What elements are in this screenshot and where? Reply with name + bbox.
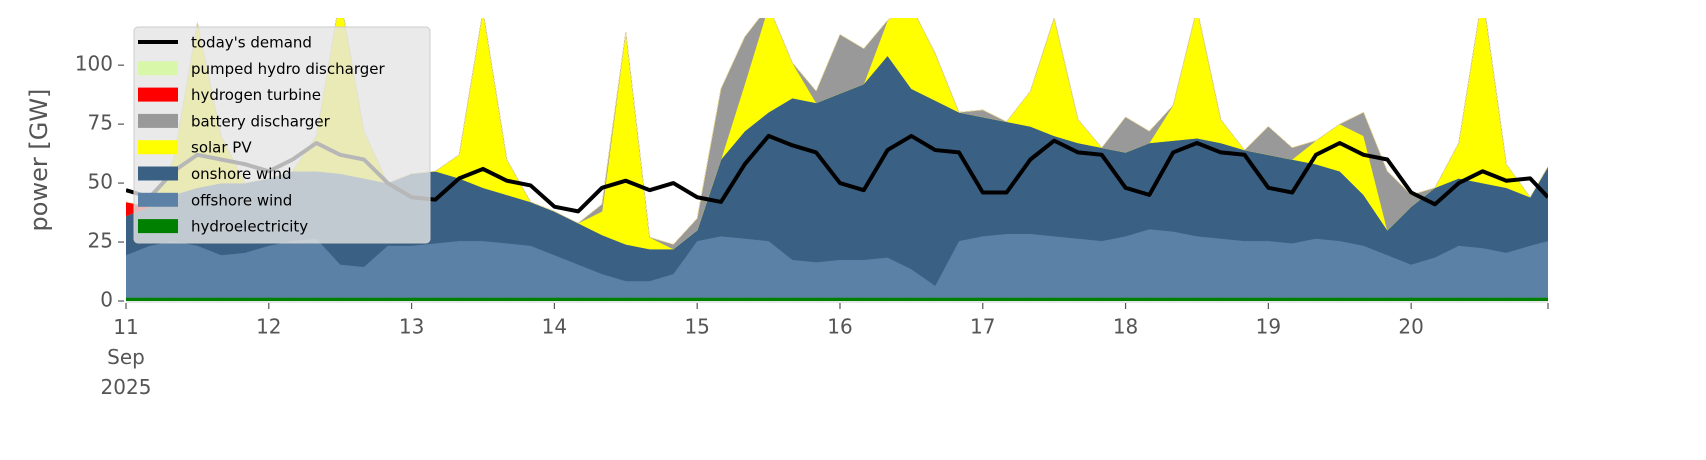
x-tick-label: 17 bbox=[970, 315, 995, 339]
legend-label: today's demand bbox=[191, 34, 312, 52]
x-tick-label: 12 bbox=[256, 315, 281, 339]
x-tick-label: 19 bbox=[1256, 315, 1281, 339]
area bbox=[126, 18, 1548, 245]
legend-swatch bbox=[138, 140, 178, 155]
y-tick-label: 75 bbox=[88, 111, 113, 135]
x-tick-label: 11 Sep 2025 bbox=[101, 315, 152, 399]
legend-label: pumped hydro discharger bbox=[191, 60, 385, 78]
legend-swatch bbox=[138, 61, 178, 76]
legend-label: solar PV bbox=[191, 139, 252, 157]
legend-label: hydrogen turbine bbox=[191, 86, 321, 104]
legend-swatch bbox=[138, 87, 178, 102]
x-tick-label: 14 bbox=[542, 315, 567, 339]
legend-label: offshore wind bbox=[191, 191, 292, 209]
y-tick-label: 50 bbox=[88, 170, 113, 194]
y-tick-label: 100 bbox=[75, 52, 113, 76]
legend-swatch bbox=[138, 192, 178, 207]
x-tick-label: 13 bbox=[399, 315, 424, 339]
legend-label: onshore wind bbox=[191, 165, 291, 183]
area bbox=[126, 297, 1548, 301]
legend-swatch bbox=[138, 113, 178, 128]
y-tick-label: 25 bbox=[88, 229, 113, 253]
x-tick-label: 16 bbox=[827, 315, 852, 339]
legend-label: battery discharger bbox=[191, 112, 331, 130]
x-tick-label: 15 bbox=[684, 315, 709, 339]
y-tick-label: 0 bbox=[100, 288, 113, 312]
axes: 0 25 50 75 100 11 Sep 2025 12 13 14 15 16 17 18 19 20 bbox=[75, 52, 1549, 399]
legend-label: hydroelectricity bbox=[191, 218, 308, 236]
legend: today's demand pumped hydro discharger hyd… bbox=[133, 26, 431, 244]
y-axis-label: power [GW] bbox=[25, 89, 53, 232]
x-tick-label: 18 bbox=[1113, 315, 1138, 339]
legend-swatch bbox=[138, 166, 178, 181]
x-tick-label: 20 bbox=[1398, 315, 1423, 339]
legend-swatch bbox=[138, 219, 178, 234]
plot-area bbox=[126, 18, 1548, 301]
legend-box bbox=[133, 26, 431, 244]
